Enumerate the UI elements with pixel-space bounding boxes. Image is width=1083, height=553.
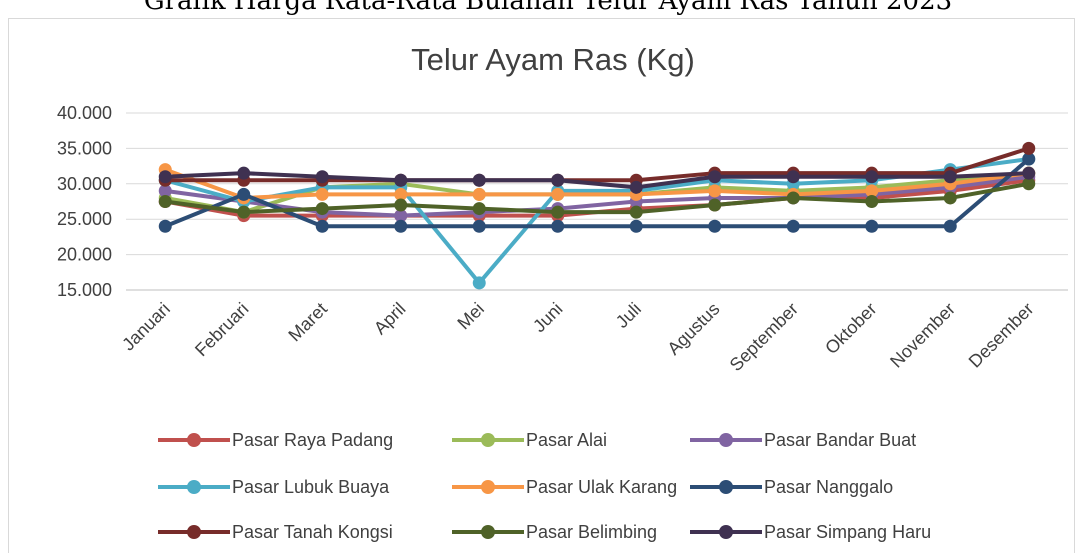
- y-tick-label: 15.000: [57, 280, 112, 300]
- chart-title: Telur Ayam Ras (Kg): [411, 42, 695, 77]
- legend-label: Pasar Ulak Karang: [526, 477, 677, 497]
- point: [786, 170, 800, 184]
- legend-label: Pasar Alai: [526, 430, 607, 450]
- point: [865, 219, 879, 233]
- point: [629, 219, 643, 233]
- x-tick-label: Januari: [118, 299, 174, 355]
- point: [237, 166, 251, 180]
- series-line: [164, 167, 1030, 200]
- legend-swatch-marker: [719, 480, 733, 494]
- legend-label: Pasar Simpang Haru: [764, 522, 931, 542]
- y-tick-label: 30.000: [57, 174, 112, 194]
- x-tick-label: Oktober: [821, 299, 880, 358]
- point: [551, 219, 565, 233]
- point: [551, 205, 565, 219]
- point: [943, 219, 957, 233]
- legend-swatch-marker: [719, 433, 733, 447]
- x-tick-label: September: [726, 299, 802, 375]
- x-tick-label: Maret: [284, 299, 331, 346]
- x-tick-label: Agustus: [663, 299, 723, 359]
- point: [551, 187, 565, 201]
- x-tick-label: April: [370, 299, 410, 339]
- point: [708, 219, 722, 233]
- point: [315, 187, 329, 201]
- x-tick-label: Februari: [191, 299, 253, 361]
- point: [315, 170, 329, 184]
- point: [708, 170, 722, 184]
- point: [315, 202, 329, 216]
- y-tick-label: 25.000: [57, 209, 112, 229]
- legend-swatch-marker: [719, 525, 733, 539]
- y-tick-label: 35.000: [57, 138, 112, 158]
- point: [865, 195, 879, 208]
- point: [472, 202, 486, 216]
- legend-label: Pasar Raya Padang: [232, 430, 393, 450]
- chart-frame: [8, 18, 1075, 553]
- point: [865, 184, 879, 198]
- point: [315, 219, 329, 233]
- legend-label: Pasar Tanah Kongsi: [232, 522, 393, 542]
- series-line: [164, 157, 1031, 229]
- legend-swatch-marker: [187, 433, 201, 447]
- x-tick-label: Juli: [612, 299, 645, 332]
- legend-label: Pasar Belimbing: [526, 522, 657, 542]
- y-tick-label: 20.000: [57, 245, 112, 265]
- point: [786, 219, 800, 233]
- point: [865, 170, 879, 184]
- x-tick-label: November: [886, 299, 959, 372]
- legend-label: Pasar Bandar Buat: [764, 430, 916, 450]
- point: [1022, 166, 1036, 180]
- x-tick-label: Juni: [529, 299, 566, 336]
- point: [786, 191, 800, 205]
- point: [237, 187, 251, 201]
- x-tick-label: Mei: [453, 299, 488, 334]
- series-line: [165, 171, 1029, 190]
- point: [158, 184, 172, 198]
- point: [629, 205, 643, 219]
- point: [708, 198, 722, 212]
- legend-label: Pasar Lubuk Buaya: [232, 477, 390, 497]
- point: [1022, 177, 1036, 191]
- point: [158, 219, 172, 233]
- point: [472, 187, 486, 201]
- legend-swatch-marker: [187, 480, 201, 494]
- series-line: [165, 146, 1030, 183]
- legend-swatch-marker: [481, 525, 495, 539]
- point: [472, 276, 486, 290]
- series-line: [164, 181, 1030, 215]
- point: [943, 191, 957, 205]
- point: [394, 219, 408, 233]
- legend-swatch-marker: [481, 433, 495, 447]
- x-tick-label: Desember: [965, 299, 1038, 372]
- point: [394, 209, 408, 223]
- point: [943, 170, 957, 184]
- point: [472, 219, 486, 233]
- page-heading: Grafik Harga Rata-Rata Bulanan Telur Aya…: [144, 0, 952, 16]
- point: [158, 170, 172, 184]
- point: [472, 173, 486, 187]
- y-tick-label: 40.000: [57, 103, 112, 123]
- legend-swatch-marker: [481, 480, 495, 494]
- point: [1022, 152, 1036, 166]
- point: [394, 173, 408, 187]
- point: [708, 184, 722, 198]
- point: [158, 195, 172, 208]
- point: [629, 180, 643, 194]
- point: [394, 198, 408, 212]
- point: [551, 173, 565, 187]
- point: [1022, 141, 1036, 155]
- legend-label: Pasar Nanggalo: [764, 477, 893, 497]
- legend-swatch-marker: [187, 525, 201, 539]
- point: [394, 187, 408, 201]
- point: [237, 205, 251, 219]
